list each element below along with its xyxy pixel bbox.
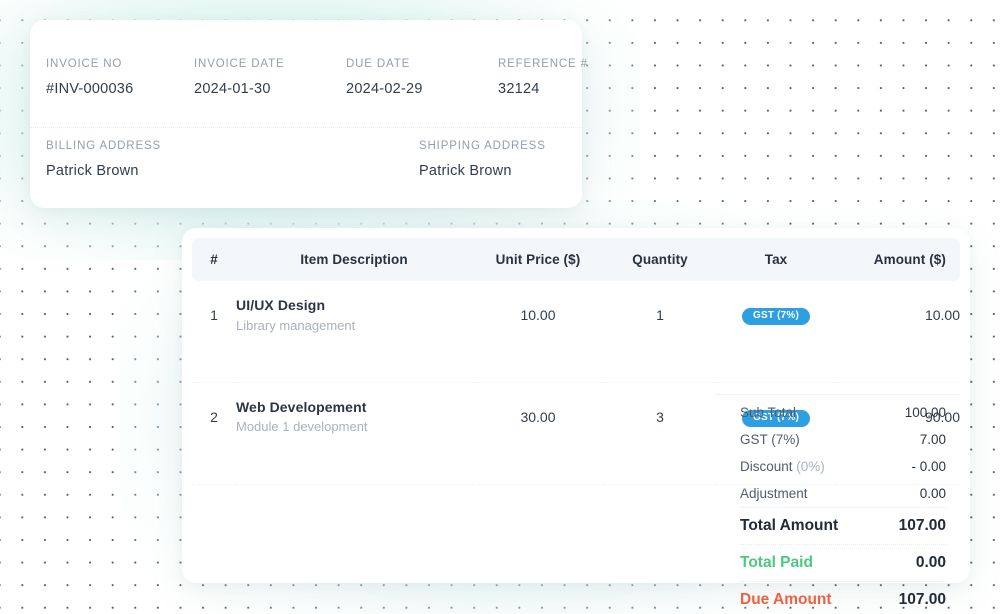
invoice-info-card: INVOICE NO #INV-000036 INVOICE DATE 2024… <box>30 20 587 208</box>
invoice-no-value: #INV-000036 <box>46 81 134 97</box>
subtotal-label: Sub Total <box>740 405 797 420</box>
gst-value: 7.00 <box>919 432 946 447</box>
row-number: 2 <box>210 409 218 426</box>
row-separator-line <box>192 349 960 383</box>
discount-label: Discount (0%) <box>740 459 825 474</box>
due-date-field: DUE DATE 2024-02-29 <box>346 58 498 97</box>
row-amount: 10.00 <box>924 307 960 324</box>
row-unit-price: 10.00 <box>520 307 556 324</box>
tax-badge: GST (7%) <box>741 308 811 326</box>
column-header-amount: Amount ($) <box>836 238 960 281</box>
discount-rate: (0%) <box>796 459 825 474</box>
totals-panel: Sub Total 100.00 GST (7%) 7.00 Discount … <box>716 394 960 614</box>
adjustment-label: Adjustment <box>740 486 808 501</box>
invoice-no-field: INVOICE NO #INV-000036 <box>46 58 194 97</box>
invoice-no-label: INVOICE NO <box>46 58 123 70</box>
row-amount: 90.00 <box>924 409 960 426</box>
discount-value: - 0.00 <box>911 459 946 474</box>
column-header-quantity: Quantity <box>604 238 716 281</box>
row-quantity: 3 <box>656 409 664 426</box>
total-amount-value: 107.00 <box>898 517 946 534</box>
table-row[interactable]: 1 UI/UX Design Library management 10.00 … <box>192 281 960 350</box>
total-paid-value: 0.00 <box>915 554 946 571</box>
billing-address-name: Patrick Brown <box>46 163 139 179</box>
total-amount-row: Total Amount 107.00 <box>716 508 960 544</box>
due-date-label: DUE DATE <box>346 58 411 70</box>
reference-label: REFERENCE # <box>498 58 588 70</box>
invoice-date-field: INVOICE DATE 2024-01-30 <box>194 58 346 97</box>
invoice-meta-row: INVOICE NO #INV-000036 INVOICE DATE 2024… <box>46 58 587 97</box>
column-header-tax: Tax <box>716 238 836 281</box>
column-header-description: Item Description <box>236 238 472 281</box>
info-card-divider <box>30 127 582 128</box>
billing-address-block: BILLING ADDRESS Patrick Brown <box>46 140 419 179</box>
row-separator <box>192 349 960 383</box>
column-header-number: # <box>192 238 236 281</box>
billing-address-label: BILLING ADDRESS <box>46 140 162 152</box>
due-amount-row: Due Amount 107.00 <box>716 582 960 614</box>
shipping-address-label: SHIPPING ADDRESS <box>419 140 546 152</box>
total-paid-label: Total Paid <box>740 554 813 571</box>
adjustment-row: Adjustment 0.00 <box>716 480 960 507</box>
gst-label: GST (7%) <box>740 432 800 447</box>
invoice-items-card: # Item Description Unit Price ($) Quanti… <box>182 228 970 608</box>
row-number: 1 <box>210 307 218 324</box>
totals-top-separator <box>716 394 960 395</box>
discount-label-text: Discount <box>740 459 793 474</box>
reference-value: 32124 <box>498 81 540 97</box>
items-table-head: # Item Description Unit Price ($) Quanti… <box>192 238 960 281</box>
items-table-header-row: # Item Description Unit Price ($) Quanti… <box>192 238 960 281</box>
total-paid-row: Total Paid 0.00 <box>716 545 960 581</box>
invoice-date-label: INVOICE DATE <box>194 58 285 70</box>
discount-row: Discount (0%) - 0.00 <box>716 453 960 480</box>
row-description: Web Developement Module 1 development <box>236 382 472 451</box>
due-amount-value: 107.00 <box>898 591 946 608</box>
total-amount-label: Total Amount <box>740 517 839 534</box>
shipping-address-block: SHIPPING ADDRESS Patrick Brown <box>419 140 566 179</box>
column-header-unit-price: Unit Price ($) <box>472 238 604 281</box>
shipping-address-name: Patrick Brown <box>419 163 512 179</box>
reference-field: REFERENCE # 32124 <box>498 58 588 97</box>
due-date-value: 2024-02-29 <box>346 81 423 97</box>
invoice-date-value: 2024-01-30 <box>194 81 271 97</box>
row-tax: GST (7%) <box>716 281 836 350</box>
address-row: BILLING ADDRESS Patrick Brown SHIPPING A… <box>46 140 566 179</box>
gst-row: GST (7%) 7.00 <box>716 426 960 453</box>
row-item-title: Web Developement <box>236 398 367 415</box>
adjustment-value: 0.00 <box>919 486 946 501</box>
row-item-title: UI/UX Design <box>236 297 326 313</box>
row-description: UI/UX Design Library management <box>236 281 472 350</box>
row-quantity: 1 <box>656 307 664 324</box>
row-item-subtitle: Library management <box>236 317 356 333</box>
subtotal-value: 100.00 <box>904 405 946 420</box>
row-item-subtitle: Module 1 development <box>236 419 368 435</box>
row-unit-price: 30.00 <box>520 409 556 426</box>
due-amount-label: Due Amount <box>740 591 832 608</box>
subtotal-row: Sub Total 100.00 <box>716 399 960 426</box>
